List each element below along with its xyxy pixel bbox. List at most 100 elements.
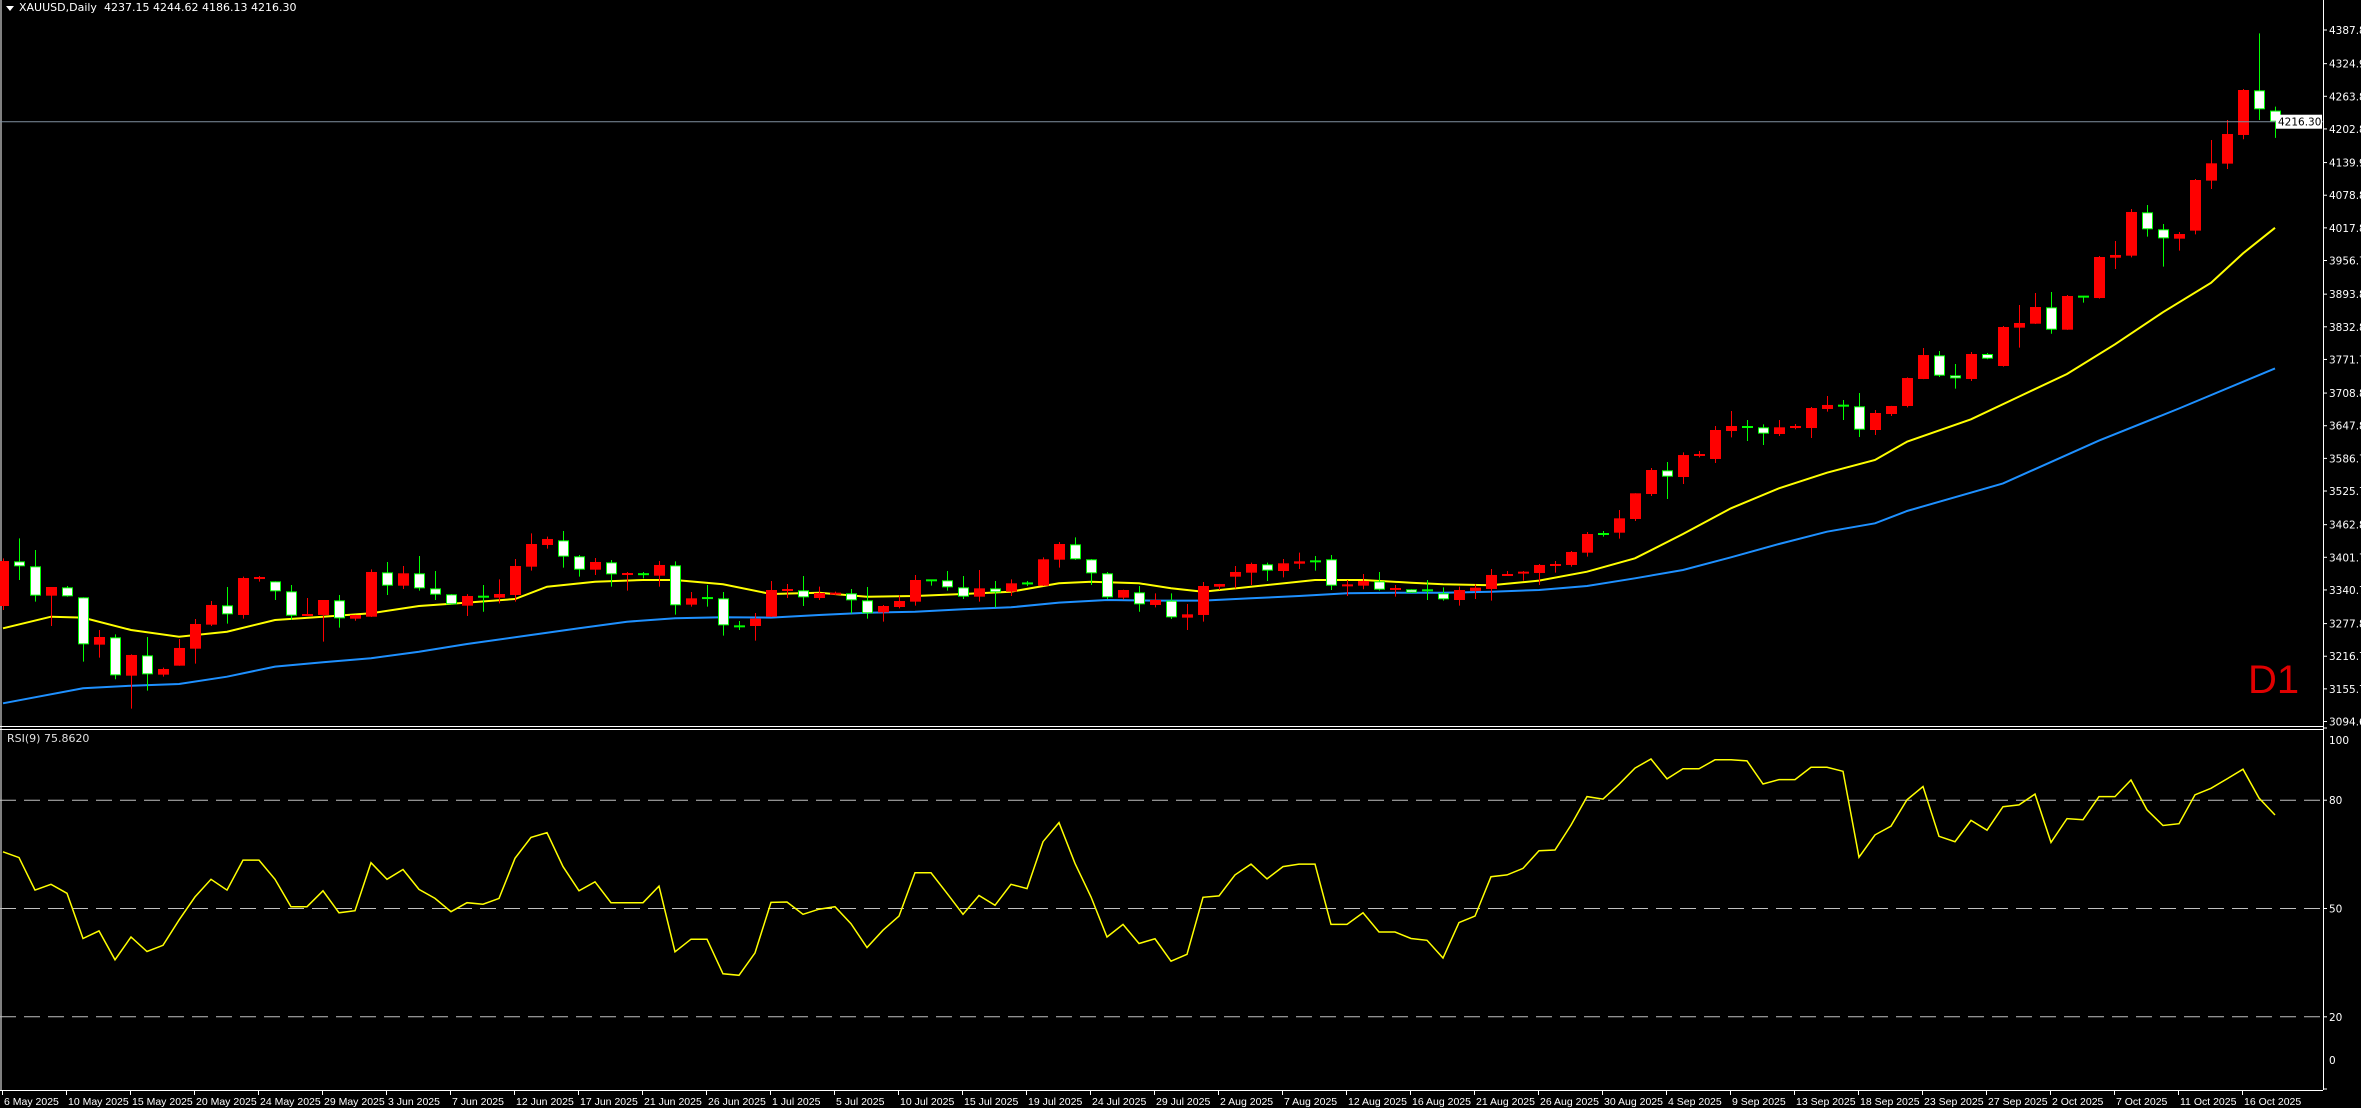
candle-body	[1694, 454, 1705, 456]
candle	[830, 591, 841, 595]
candle	[14, 538, 25, 580]
rsi-axis-label: 0	[2329, 1055, 2336, 1067]
price-axis-label: 3277.80	[2329, 619, 2361, 631]
candle	[1486, 568, 1497, 601]
candle-body	[638, 573, 649, 576]
candle	[254, 575, 265, 582]
candle	[574, 555, 585, 577]
candle	[542, 536, 553, 549]
candle	[1054, 541, 1065, 568]
rsi-axis: 100 80 50 20 0	[2323, 727, 2349, 1090]
time-axis-label: 23 Sep 2025	[1924, 1096, 1984, 1108]
candle-body	[2142, 212, 2153, 230]
candle-body	[734, 625, 745, 628]
candle	[2046, 291, 2057, 334]
candle	[206, 601, 217, 626]
dropdown-triangle-icon[interactable]	[6, 5, 14, 11]
candle	[750, 612, 761, 641]
time-axis-label: 27 Sep 2025	[1988, 1096, 2048, 1108]
candle	[270, 581, 281, 600]
time-axis-label: 1 Jul 2025	[772, 1096, 821, 1108]
candle	[190, 618, 201, 664]
candle-body	[2014, 322, 2025, 328]
time-axis-label: 26 Aug 2025	[1540, 1096, 1599, 1108]
candle-body	[1582, 534, 1593, 553]
candle-body	[974, 588, 985, 597]
candle	[2158, 224, 2169, 267]
candle	[734, 621, 745, 630]
time-axis-label: 12 Aug 2025	[1348, 1096, 1407, 1108]
candle	[382, 561, 393, 595]
candle	[1070, 537, 1081, 560]
candle	[2126, 208, 2137, 258]
candle	[686, 591, 697, 607]
price-axis-label: 3771.75	[2329, 354, 2361, 366]
candle-body	[2078, 295, 2089, 298]
candle-body	[654, 564, 665, 576]
candle	[1022, 581, 1033, 586]
candle	[1230, 565, 1241, 589]
candle-body	[910, 580, 921, 602]
candle	[1982, 352, 1993, 360]
time-axis-label: 4 Sep 2025	[1668, 1096, 1722, 1108]
candle	[1262, 562, 1273, 582]
candle-body	[78, 597, 89, 645]
candle-body	[1854, 406, 1865, 430]
candle	[798, 575, 809, 606]
candle	[1534, 564, 1545, 585]
candle	[2254, 33, 2265, 120]
candle-body	[2062, 295, 2073, 330]
time-axis-label: 29 May 2025	[324, 1096, 385, 1108]
candle	[94, 630, 105, 658]
candle-body	[2190, 180, 2201, 231]
time-axis-label: 24 May 2025	[260, 1096, 321, 1108]
candle	[158, 667, 169, 677]
candle-body	[446, 594, 457, 605]
candle	[1310, 555, 1321, 571]
candle	[862, 587, 873, 619]
candle	[318, 599, 329, 642]
candle	[1502, 571, 1513, 576]
price-axis[interactable]: 4387.80 4324.90 4263.85 4202.80 4139.90 4078.…	[2323, 25, 2361, 729]
price-axis-label: 3956.75	[2329, 256, 2361, 268]
candle-body	[862, 600, 873, 614]
candle-body	[1998, 327, 2009, 366]
candle	[366, 569, 377, 618]
candle-body	[1182, 614, 1193, 618]
candle-body	[1006, 583, 1017, 592]
current-price-label: 4216.30	[2278, 117, 2321, 129]
candle	[1086, 559, 1097, 585]
ma-fast-line	[2, 227, 2276, 638]
candle-body	[1166, 600, 1177, 618]
time-axis-label: 13 Sep 2025	[1796, 1096, 1856, 1108]
candle	[0, 558, 9, 610]
candle	[894, 595, 905, 609]
candle	[1918, 347, 1929, 380]
candle-body	[30, 566, 41, 596]
candle	[462, 594, 473, 616]
candle-body	[1054, 544, 1065, 560]
rsi-axis-label: 20	[2329, 1012, 2342, 1024]
time-axis-label: 19 Jul 2025	[1028, 1096, 1082, 1108]
price-axis-label: 3647.80	[2329, 421, 2361, 433]
chart-header: XAUUSD,Daily 4237.15 4244.62 4186.13 421…	[6, 1, 296, 14]
time-axis[interactable]: 6 May 2025 10 May 2025 15 May 2025 20 May 2…	[2, 1090, 2302, 1108]
candle-body	[1550, 564, 1561, 566]
candle-body	[430, 588, 441, 595]
price-axis-label: 3340.70	[2329, 585, 2361, 597]
candle-body	[1070, 544, 1081, 560]
candle-body	[1822, 404, 1833, 409]
candle-body	[1246, 564, 1257, 573]
candle	[590, 558, 601, 575]
candle-body	[1422, 589, 1433, 592]
chart-frame	[0, 0, 2324, 1091]
candle-body	[462, 595, 473, 606]
rsi-line	[2, 758, 2276, 977]
time-axis-label: 15 Jul 2025	[964, 1096, 1018, 1108]
candle-body	[14, 561, 25, 567]
price-axis-label: 4139.90	[2329, 158, 2361, 170]
rsi-indicator	[0, 758, 2323, 1018]
candle	[1134, 586, 1145, 612]
candle-body	[1326, 559, 1337, 586]
